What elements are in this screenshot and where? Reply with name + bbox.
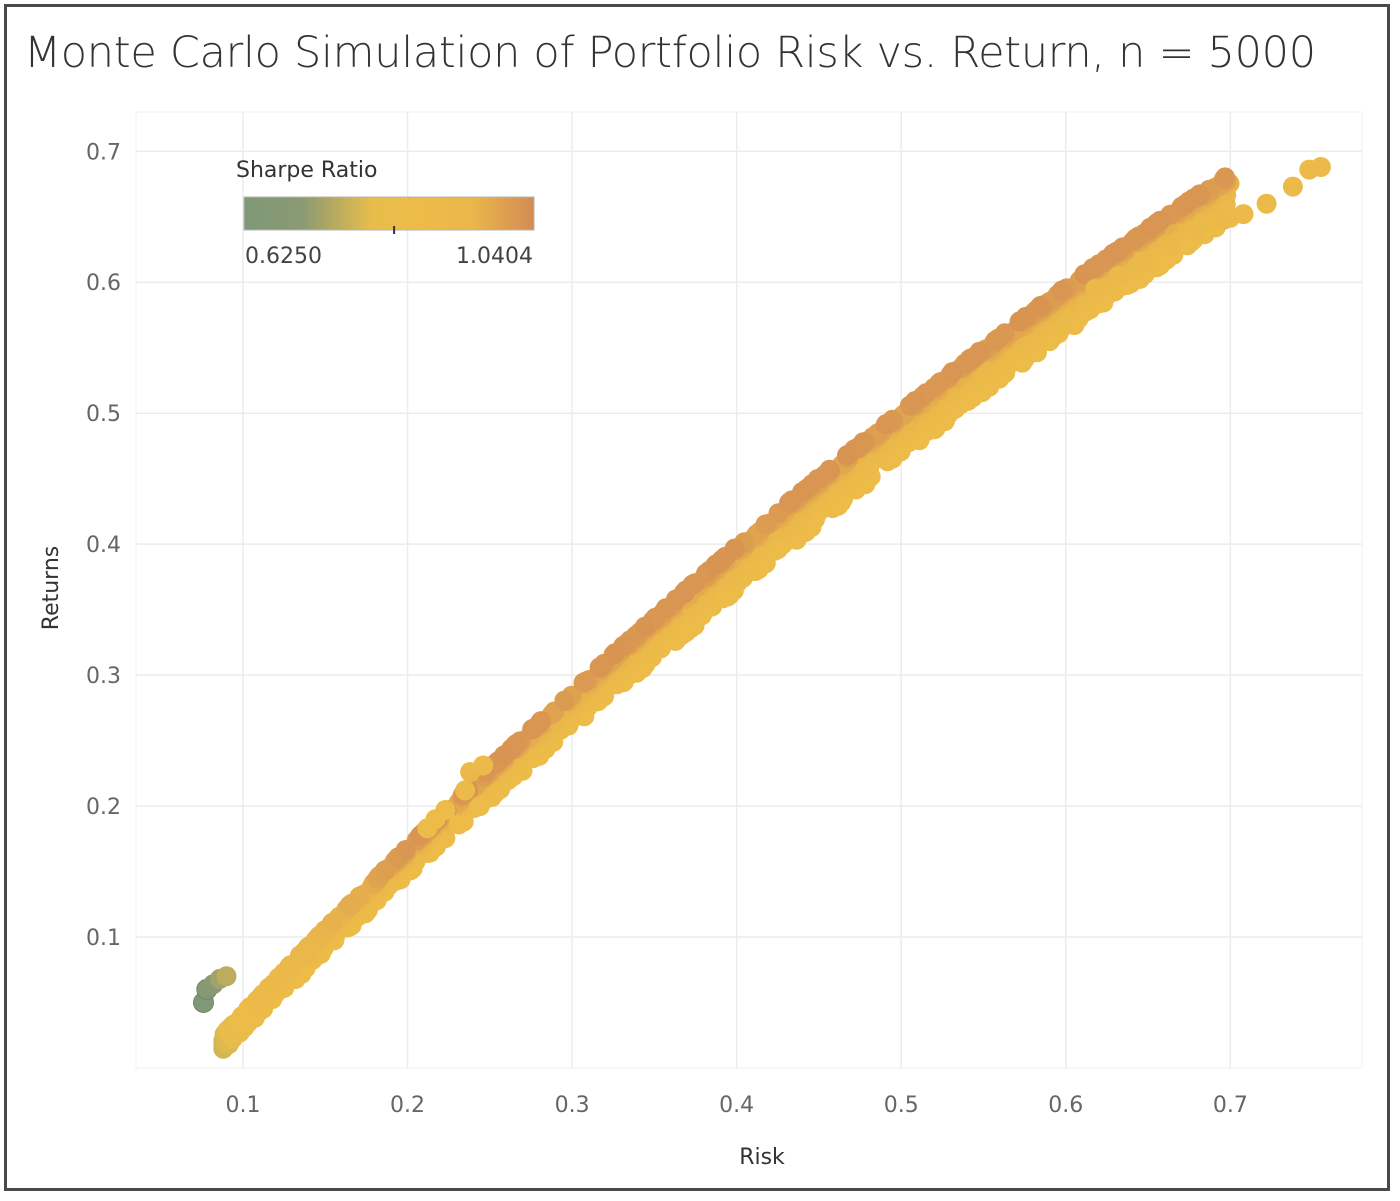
y-tick-label: 0.3 [86, 664, 121, 689]
scatter-point [781, 490, 802, 511]
scatter-point [1310, 157, 1331, 177]
scatter-point [1215, 167, 1236, 188]
tick-labels: 0.1 0.2 0.3 0.4 0.5 0.6 0.7 0.1 0.2 0.3 0.4 0.5 0.6 0… [86, 140, 1248, 1118]
scatter-point [1134, 252, 1155, 273]
x-tick-label: 0.1 [225, 1093, 260, 1118]
scatter-point [589, 657, 610, 678]
plot-area-border [135, 111, 1363, 1069]
scatter-point [1256, 193, 1277, 214]
scatter-point [505, 734, 526, 755]
x-tick-label: 0.3 [555, 1093, 590, 1118]
scatter-point [969, 341, 990, 362]
scatter-point [1178, 191, 1199, 212]
legend-max-label: 1.0404 [456, 244, 533, 269]
scatter-point [1108, 265, 1129, 286]
y-axis-title: Returns [39, 546, 64, 630]
y-tick-label: 0.4 [86, 533, 121, 558]
scatter-point [706, 554, 727, 575]
scatter-point [682, 574, 703, 595]
scatter-point [1103, 243, 1124, 264]
scatter-point [634, 616, 655, 637]
color-legend: Sharpe Ratio 0.6250 1.0404 [236, 158, 535, 269]
y-tick-label: 0.7 [86, 140, 121, 165]
legend-title: Sharpe Ratio [236, 158, 377, 183]
chart-title: Monte Carlo Simulation of Portfolio Risk… [24, 28, 1316, 78]
scatter-point [1187, 219, 1208, 240]
scatter-point [724, 538, 745, 559]
scatter-point [455, 780, 476, 801]
legend-color-ramp [243, 196, 535, 231]
y-tick-label: 0.2 [86, 795, 121, 820]
scatter-point [216, 966, 237, 987]
y-tick-label: 0.5 [86, 402, 121, 427]
grid-layer [135, 111, 1363, 1069]
scatter-point [322, 912, 343, 933]
scatter-point [1282, 176, 1303, 197]
legend-min-label: 0.6250 [245, 244, 322, 269]
scatter-point [807, 469, 828, 490]
scatter-point [1082, 258, 1103, 279]
x-axis-title: Risk [739, 1145, 785, 1170]
point-cloud [213, 167, 1241, 1059]
scatter-point [395, 840, 416, 860]
y-tick-label: 0.6 [86, 271, 121, 296]
scatter-point [1161, 236, 1182, 257]
outlier-points [193, 157, 1331, 1013]
x-tick-label: 0.5 [884, 1093, 919, 1118]
scatter-point [448, 814, 469, 835]
scatter-point [875, 414, 896, 435]
scatter-point [1140, 217, 1161, 238]
scatter-point [942, 362, 963, 382]
scatter-point [522, 719, 543, 740]
scatter-point [605, 643, 626, 664]
x-tick-label: 0.4 [719, 1093, 754, 1118]
scatter-point [1212, 209, 1233, 230]
scatter-point [994, 323, 1015, 344]
scatter-point [573, 672, 594, 693]
scatter-point [1085, 278, 1106, 299]
scatter-point [1052, 280, 1072, 301]
scatter-point [469, 796, 490, 817]
scatter-point [1030, 296, 1051, 317]
scatter-point [837, 445, 857, 466]
scatter-point [554, 690, 575, 711]
scatter-point [1233, 204, 1254, 225]
x-tick-label: 0.6 [1048, 1093, 1083, 1118]
x-tick-label: 0.2 [390, 1093, 425, 1118]
scatter-point [755, 514, 776, 535]
scatter-point [905, 391, 926, 411]
scatter-point [473, 755, 494, 776]
scatter-point [425, 809, 446, 830]
scatter-point [339, 895, 360, 916]
scatter-point [655, 598, 676, 619]
y-tick-label: 0.1 [86, 926, 121, 951]
x-tick-label: 0.7 [1213, 1093, 1248, 1118]
scatter-point [1009, 311, 1030, 332]
